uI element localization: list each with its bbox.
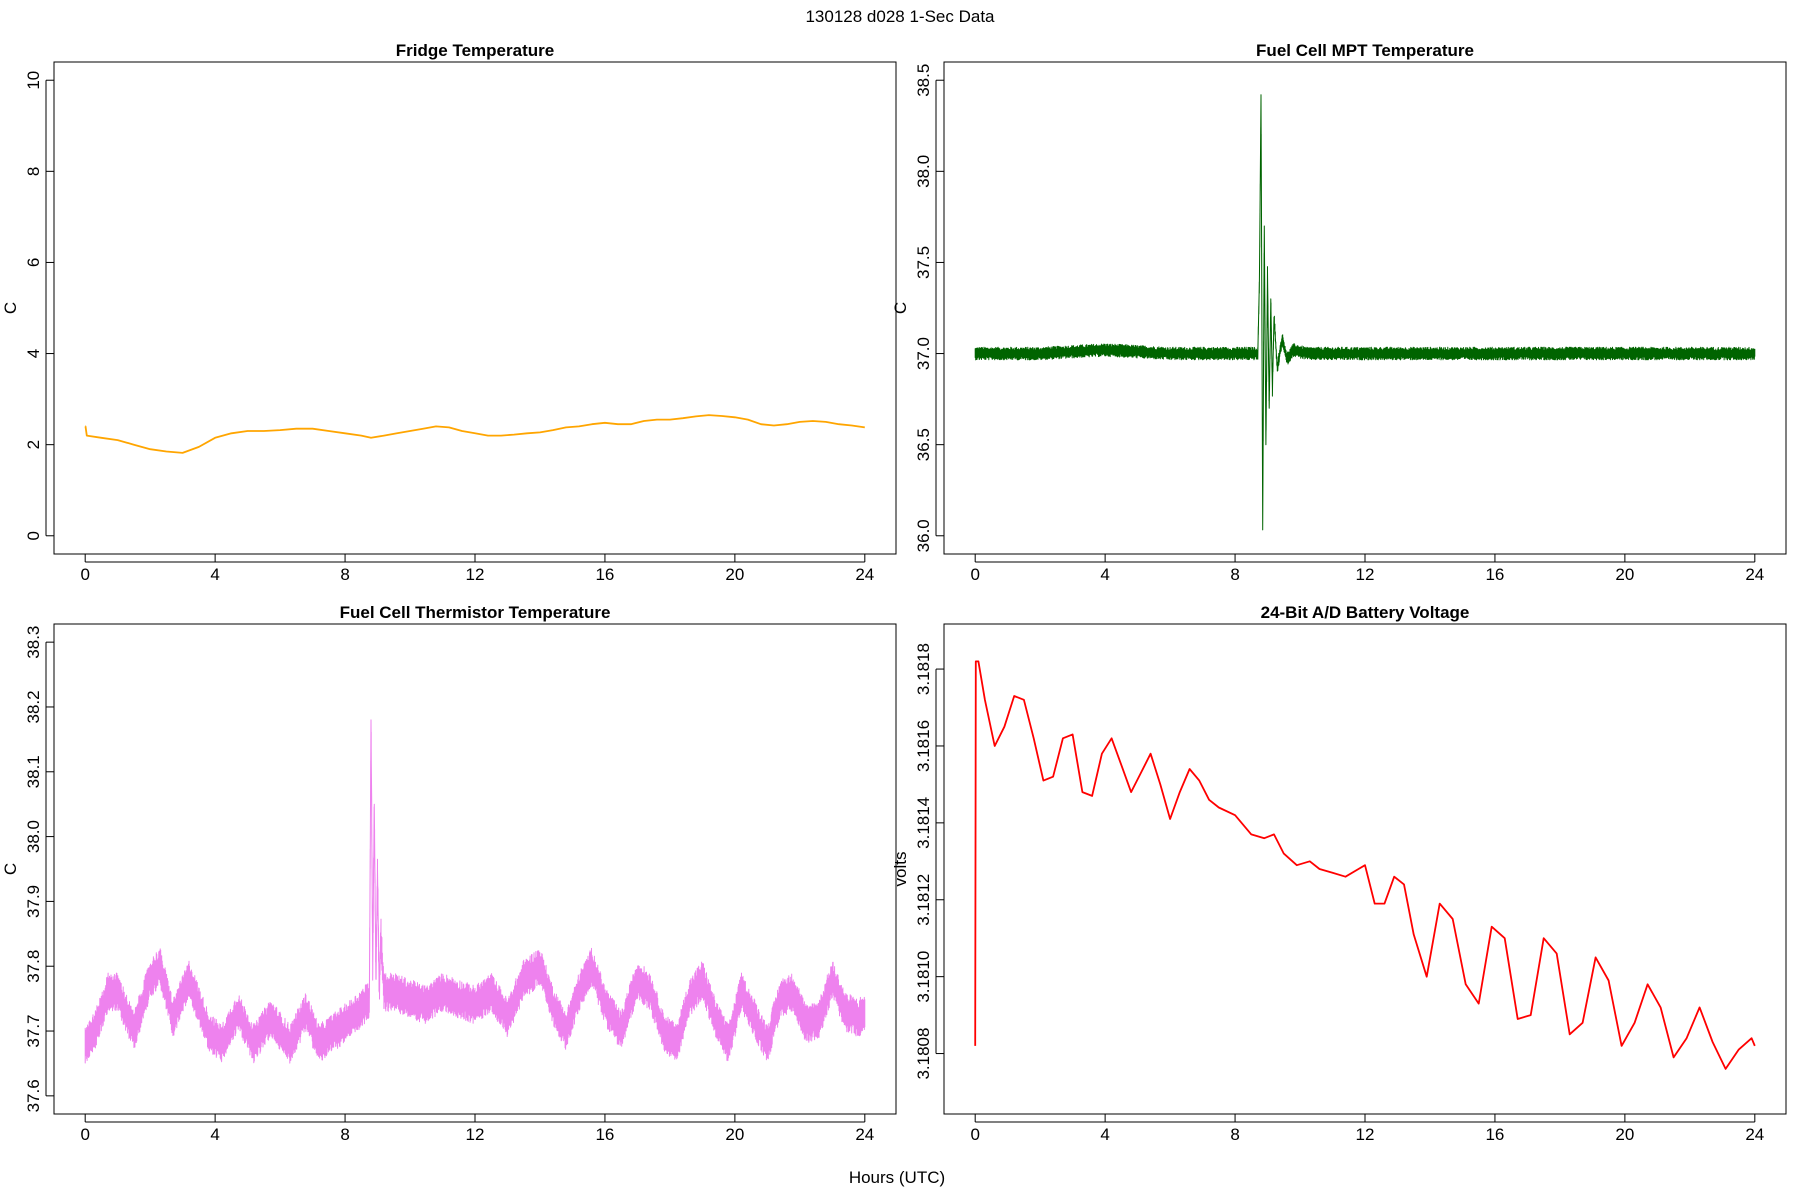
- plot-frame: [53, 61, 897, 555]
- plot-frame: [943, 623, 1787, 1115]
- y-tick-label: 38.1: [24, 755, 43, 788]
- y-tick-label: 37.0: [914, 337, 933, 370]
- x-tick-label: 8: [340, 1125, 349, 1144]
- x-tick-label: 20: [1615, 565, 1634, 584]
- y-tick-label: 4: [24, 349, 43, 358]
- y-tick-label: 37.6: [24, 1079, 43, 1112]
- y-axis-label: C: [891, 302, 910, 314]
- y-tick-label: 37.9: [24, 885, 43, 918]
- x-tick-label: 8: [1230, 1125, 1239, 1144]
- plot-frame: [943, 61, 1787, 555]
- y-tick-label: 3.1810: [914, 951, 933, 1003]
- chart-title: Fridge Temperature: [396, 41, 554, 60]
- y-tick-label: 37.8: [24, 950, 43, 983]
- x-tick-label: 20: [725, 1125, 744, 1144]
- chart-title: Fuel Cell MPT Temperature: [1256, 41, 1474, 60]
- common-x-axis-label: Hours (UTC): [849, 1168, 945, 1187]
- data-series-line: [84, 719, 866, 1064]
- x-tick-label: 12: [466, 565, 485, 584]
- x-tick-label: 20: [725, 565, 744, 584]
- y-tick-label: 3.1816: [914, 720, 933, 772]
- y-tick-label: 38.5: [914, 64, 933, 97]
- x-tick-label: 12: [466, 1125, 485, 1144]
- data-series-line: [974, 660, 1756, 1070]
- y-tick-label: 38.0: [914, 155, 933, 188]
- chart-panel-3: Fuel Cell Thermistor Temperature C 0 4 8 12 16…: [1, 603, 897, 1144]
- figure-suptitle: 130128 d028 1-Sec Data: [805, 7, 995, 26]
- x-tick-label: 4: [1100, 565, 1109, 584]
- x-tick-label: 24: [1745, 565, 1764, 584]
- y-axis-label: volts: [891, 852, 910, 887]
- x-tick-label: 8: [1230, 565, 1239, 584]
- y-tick-label: 8: [24, 167, 43, 176]
- x-tick-label: 16: [1485, 1125, 1504, 1144]
- x-tick-label: 12: [1356, 1125, 1375, 1144]
- data-series-line: [84, 414, 865, 454]
- y-axis-label: C: [1, 863, 20, 875]
- x-tick-label: 0: [970, 1125, 979, 1144]
- y-tick-label: 2: [24, 440, 43, 449]
- x-tick-label: 0: [80, 565, 89, 584]
- y-tick-label: 36.5: [914, 428, 933, 461]
- chart-title: 24-Bit A/D Battery Voltage: [1261, 603, 1470, 622]
- x-tick-label: 4: [210, 1125, 219, 1144]
- y-tick-label: 37.7: [24, 1014, 43, 1047]
- x-tick-label: 8: [340, 565, 349, 584]
- y-tick-label: 38.3: [24, 626, 43, 659]
- y-tick-label: 6: [24, 258, 43, 267]
- y-tick-label: 38.0: [24, 820, 43, 853]
- x-tick-label: 24: [855, 565, 874, 584]
- x-tick-label: 16: [1485, 565, 1504, 584]
- x-tick-label: 16: [595, 1125, 614, 1144]
- y-tick-label: 3.1818: [914, 643, 933, 695]
- y-tick-label: 3.1808: [914, 1028, 933, 1080]
- chart-panel-2: Fuel Cell MPT Temperature C 0 4 8 12 16 20 24 36.…: [891, 41, 1787, 584]
- x-tick-label: 4: [1100, 1125, 1109, 1144]
- chart-panel-4: 24-Bit A/D Battery Voltage volts 0 4 8 12 16 20…: [891, 603, 1787, 1144]
- x-tick-label: 4: [210, 565, 219, 584]
- y-tick-label: 37.5: [914, 246, 933, 279]
- x-tick-label: 24: [1745, 1125, 1764, 1144]
- chart-title: Fuel Cell Thermistor Temperature: [340, 603, 611, 622]
- x-tick-label: 16: [595, 565, 614, 584]
- y-tick-label: 10: [24, 71, 43, 90]
- x-tick-label: 0: [80, 1125, 89, 1144]
- data-series-line: [974, 94, 1756, 531]
- x-tick-label: 24: [855, 1125, 874, 1144]
- x-tick-label: 20: [1615, 1125, 1634, 1144]
- y-axis-label: C: [1, 302, 20, 314]
- y-tick-label: 36.0: [914, 519, 933, 552]
- y-tick-label: 3.1812: [914, 874, 933, 926]
- y-tick-label: 0: [24, 531, 43, 540]
- y-tick-label: 3.1814: [914, 797, 933, 849]
- x-tick-label: 12: [1356, 565, 1375, 584]
- x-tick-label: 0: [970, 565, 979, 584]
- y-tick-label: 38.2: [24, 690, 43, 723]
